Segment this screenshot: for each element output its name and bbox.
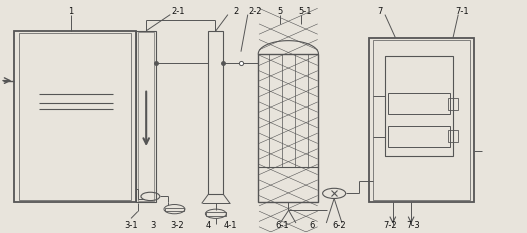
Text: 7: 7 [377,7,383,16]
Text: 3-1: 3-1 [124,221,138,230]
Text: 5: 5 [278,7,283,16]
Text: 7-3: 7-3 [406,221,419,230]
Bar [14,31,136,202]
Text: 2-1: 2-1 [171,7,185,16]
Text: 6-1: 6-1 [276,221,289,230]
Bar [136,31,156,202]
Bar [139,32,154,201]
Text: 4: 4 [206,221,211,230]
Bar [385,56,453,156]
Text: 7-2: 7-2 [383,221,397,230]
Text: 6: 6 [309,221,314,230]
Bar [209,31,223,194]
Text: 1: 1 [68,7,73,16]
Bar [369,38,474,202]
Text: 6-2: 6-2 [332,221,346,230]
Bar [374,40,470,200]
Text: 7-1: 7-1 [456,7,469,16]
Bar [206,212,226,216]
Text: 3: 3 [150,221,155,230]
Bar [19,33,131,200]
Text: 3-2: 3-2 [170,221,184,230]
Text: 5-1: 5-1 [299,7,312,16]
Bar [258,54,318,202]
Bar [387,126,451,147]
Text: 2: 2 [233,7,238,16]
Bar [387,93,451,114]
Bar [259,54,317,168]
Bar [448,98,458,110]
Bar [165,208,184,211]
Text: 2-2: 2-2 [249,7,262,16]
Bar [448,130,458,142]
Text: 4-1: 4-1 [224,221,237,230]
